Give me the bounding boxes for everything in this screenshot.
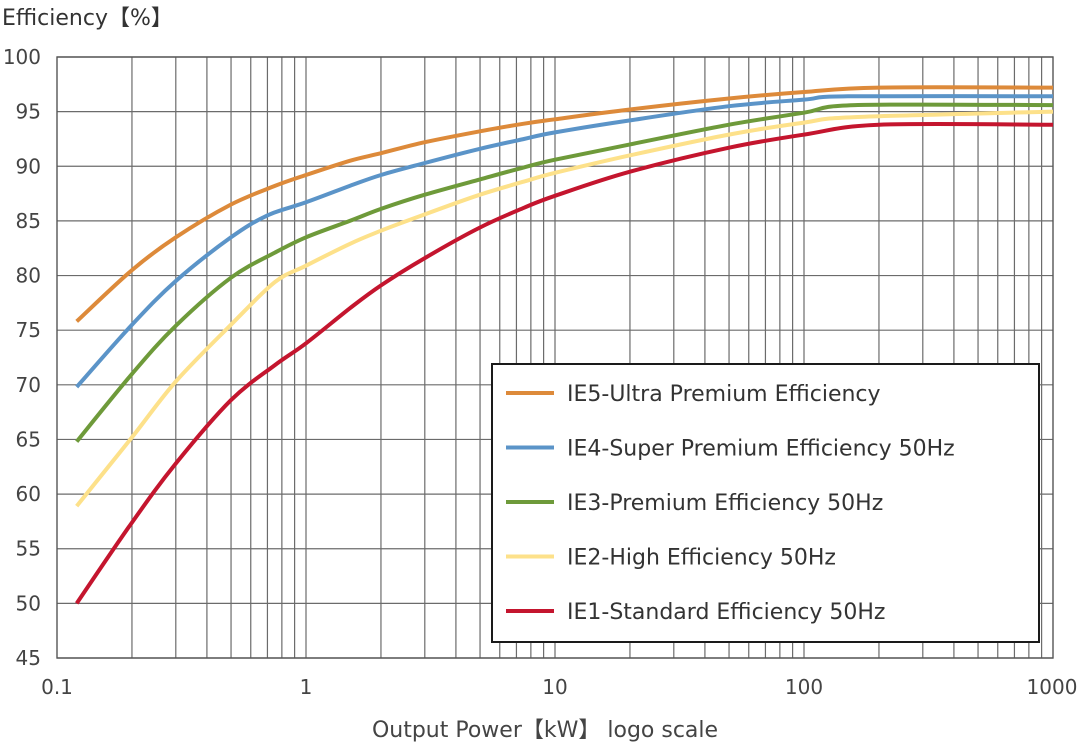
y-axis-title: Efficiency【%】 (2, 6, 173, 31)
legend-label: IE5-Ultra Premium Efficiency (567, 382, 881, 407)
legend-label: IE4-Super Premium Efficiency 50Hz (567, 437, 955, 462)
y-tick-label: 80 (16, 264, 41, 288)
y-tick-label: 60 (16, 482, 41, 506)
x-tick-label: 10 (542, 675, 567, 699)
legend-label: IE1-Standard Efficiency 50Hz (567, 600, 885, 625)
y-tick-label: 50 (16, 591, 41, 615)
series-line-ie1 (75, 121, 1054, 605)
series-line-ie5 (75, 85, 1054, 323)
plot-frame (56, 56, 1054, 659)
legend-label: IE3-Premium Efficiency 50Hz (567, 491, 883, 516)
y-tick-label: 95 (16, 100, 41, 124)
y-tick-label: 85 (16, 209, 41, 233)
series-line-ie4 (75, 94, 1054, 389)
y-tick-label: 90 (16, 154, 41, 178)
x-tick-label: 100 (785, 675, 823, 699)
y-tick-label: 100 (3, 45, 41, 69)
series-line-ie2 (75, 109, 1054, 508)
y-tick-label: 70 (16, 373, 41, 397)
y-tick-label: 55 (16, 537, 41, 561)
legend-label: IE2-High Efficiency 50Hz (567, 546, 836, 571)
x-tick-label: 1000 (1027, 675, 1078, 699)
x-tick-label: 0.1 (41, 675, 73, 699)
series-line-ie3 (75, 102, 1054, 443)
y-tick-label: 45 (16, 646, 41, 670)
x-axis-title: Output Power【kW】 logo scale (371, 718, 719, 743)
x-tick-label: 1 (300, 675, 313, 699)
y-tick-label: 65 (16, 427, 41, 451)
y-tick-label: 75 (16, 318, 41, 342)
legend-box (491, 363, 1040, 643)
